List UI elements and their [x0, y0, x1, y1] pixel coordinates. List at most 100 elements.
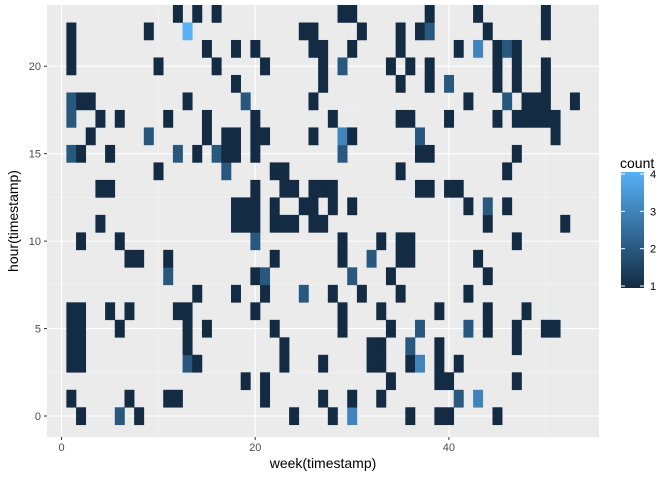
heatmap-cell [492, 74, 503, 93]
heatmap-cell [482, 214, 493, 233]
color-legend: count 1 2 3 4 [620, 155, 656, 293]
heatmap-cell [76, 92, 87, 111]
heatmap-cell [463, 92, 474, 111]
heatmap-cell [337, 232, 348, 251]
heatmap-cell [385, 57, 396, 76]
heatmap-cell [182, 92, 193, 111]
heatmap-cell [376, 232, 387, 251]
heatmap-cell [395, 232, 406, 251]
heatmap-cell [260, 284, 271, 303]
y-tick-label: 15 [29, 149, 41, 161]
heatmap-cell [540, 57, 551, 76]
heatmap-cell [124, 389, 135, 408]
heatmap-cell [511, 144, 522, 163]
legend-tick-label: 1 [650, 281, 656, 293]
heatmap-cell [318, 179, 329, 198]
heatmap-cell [240, 92, 251, 111]
heatmap-cell [347, 267, 358, 286]
heatmap-cell [114, 109, 125, 128]
heatmap-cell [337, 57, 348, 76]
heatmap-cell [540, 5, 551, 23]
heatmap-cell [260, 267, 271, 286]
x-axis-title: week(timestamp) [269, 455, 377, 471]
heatmap-cell [231, 39, 241, 58]
heatmap-cell [279, 337, 290, 356]
heatmap-cell [347, 389, 358, 408]
heatmap-cell [66, 22, 77, 41]
heatmap-cell [511, 74, 522, 93]
heatmap-cell [318, 57, 329, 76]
heatmap-cell [463, 319, 474, 338]
heatmap-cell [201, 319, 212, 338]
heatmap-cell [134, 407, 145, 426]
heatmap-cell [269, 214, 280, 233]
heatmap-cell [540, 109, 551, 128]
heatmap-cell [444, 74, 455, 93]
legend-tick-label: 2 [650, 244, 656, 256]
heatmap-cell [231, 284, 241, 303]
heatmap-cell [366, 337, 377, 356]
heatmap-cell [463, 284, 474, 303]
heatmap-cell [560, 214, 571, 233]
heatmap-cell [347, 39, 358, 58]
heatmap-cell [395, 22, 406, 41]
heatmap-cell [492, 57, 503, 76]
heatmap-cell [192, 354, 203, 373]
heatmap-cell [366, 354, 377, 373]
heatmap-cell [105, 144, 116, 163]
y-axis: 0 5 10 15 20 [29, 61, 47, 423]
heatmap-cell [250, 179, 261, 198]
heatmap-cell [231, 214, 241, 233]
heatmap-cell [76, 407, 87, 426]
heatmap-cell [424, 57, 435, 76]
heatmap-cell [143, 22, 154, 41]
heatmap-cells [66, 5, 580, 426]
heatmap-cell [511, 109, 522, 128]
heatmap-cell [395, 284, 406, 303]
heatmap-cell [531, 92, 542, 111]
heatmap-cell [327, 179, 338, 198]
heatmap-cell [405, 249, 416, 268]
heatmap-cell [76, 144, 87, 163]
y-tick-label: 0 [35, 411, 41, 423]
heatmap-cell [424, 74, 435, 93]
heatmap-cell [376, 389, 387, 408]
heatmap-cell [511, 337, 522, 356]
heatmap-cell [95, 109, 106, 128]
heatmap-cell [385, 319, 396, 338]
heatmap-cell [279, 214, 290, 233]
heatmap-cell [308, 179, 319, 198]
heatmap-cell [250, 267, 261, 286]
heatmap-cell [385, 372, 396, 391]
heatmap-cell [231, 127, 241, 146]
heatmap-cell [453, 39, 464, 58]
heatmap-cell [153, 57, 164, 76]
heatmap-cell [182, 302, 193, 321]
heatmap-cell [114, 407, 125, 426]
heatmap-cell [492, 39, 503, 58]
heatmap-cell [240, 214, 251, 233]
heatmap-cell [163, 109, 174, 128]
heatmap-cell [76, 337, 87, 356]
heatmap-cell [211, 144, 222, 163]
heatmap-cell [250, 302, 261, 321]
heatmap-cell [95, 214, 106, 233]
heatmap-cell [415, 144, 425, 163]
heatmap-cell [434, 302, 445, 321]
legend-tick-label: 3 [650, 206, 656, 218]
heatmap-cell [114, 232, 125, 251]
heatmap-cell [279, 179, 290, 198]
heatmap-cell [105, 302, 116, 321]
heatmap-cell [327, 197, 338, 216]
heatmap-cell [182, 319, 193, 338]
heatmap-cell [66, 302, 77, 321]
heatmap-cell [221, 127, 232, 146]
heatmap-cell [201, 109, 212, 128]
heatmap-cell [347, 127, 358, 146]
heatmap-cell [482, 319, 493, 338]
x-axis: 0 20 40 [58, 437, 455, 454]
heatmap-cell [66, 109, 77, 128]
heatmap-cell [569, 92, 580, 111]
heatmap-cell [540, 319, 551, 338]
heatmap-cell [337, 144, 348, 163]
